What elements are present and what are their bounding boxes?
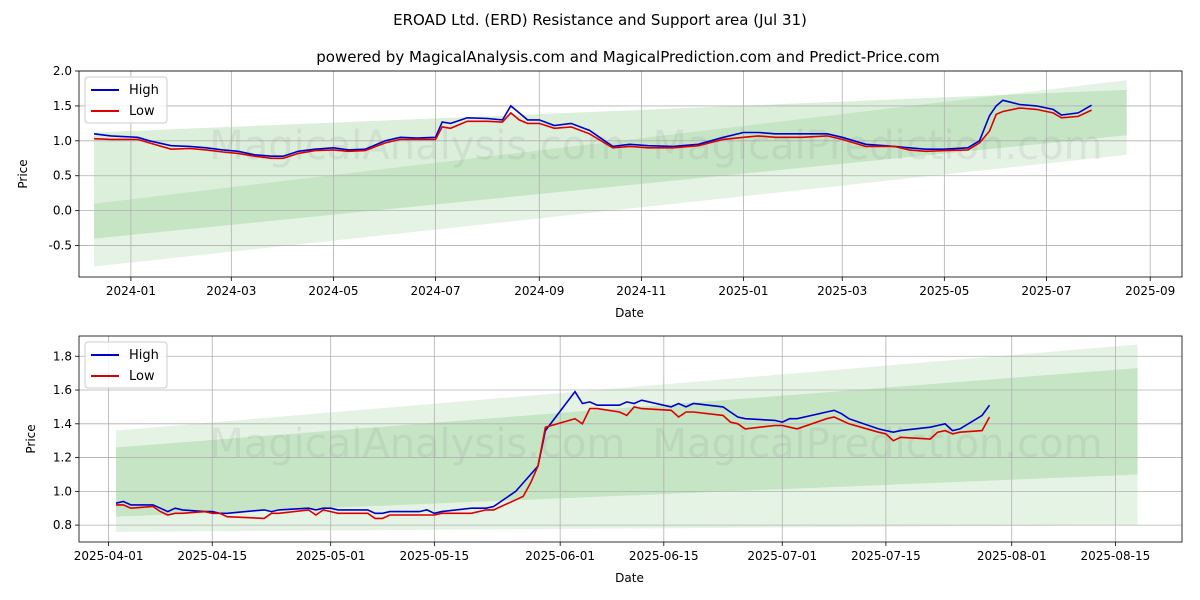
x-tick-label: 2025-04-15 [177, 549, 247, 563]
y-axis-label: Price [24, 424, 38, 453]
chart-subtitle: powered by MagicalAnalysis.com and Magic… [316, 48, 940, 66]
y-axis-label: Price [16, 159, 30, 188]
x-tick-label: 2025-07 [1021, 284, 1071, 298]
y-tick-label: 0.5 [53, 169, 72, 183]
y-tick-label: 0.0 [53, 204, 72, 218]
axes-frame [78, 335, 1183, 543]
legend-label: Low [129, 104, 155, 119]
watermark: MagicalAnalysis.com [209, 123, 625, 169]
x-tick-label: 2025-08-01 [977, 549, 1047, 563]
x-tick-label: 2024-11 [616, 284, 666, 298]
x-axis-label: Date [615, 306, 644, 320]
x-tick-label: 2025-06-15 [629, 549, 699, 563]
y-tick-label: 1.4 [53, 417, 72, 431]
x-tick-label: 2024-01 [106, 284, 156, 298]
x-tick-label: 2025-08-15 [1081, 549, 1151, 563]
x-tick-label: 2025-04-01 [74, 549, 144, 563]
x-tick-label: 2024-05 [308, 284, 358, 298]
x-tick-label: 2025-03 [817, 284, 867, 298]
series-line-low [116, 406, 991, 520]
y-tick-label: 1.5 [53, 99, 72, 113]
legend-label: Low [129, 369, 155, 384]
series-line-high [94, 99, 1092, 157]
band-1 [94, 89, 1127, 239]
x-tick-label: 2024-07 [410, 284, 460, 298]
y-tick-label: 1.0 [53, 134, 72, 148]
legend-label: High [129, 83, 159, 98]
x-axis-label: Date [615, 571, 644, 585]
bottom-panel: 2025-04-01 2025-04-15 2025-05-01 2025-05-15… [24, 335, 1183, 585]
x-tick-label: 2025-06-01 [525, 549, 595, 563]
series-line-low [94, 107, 1092, 160]
band-0 [116, 344, 1138, 532]
x-tick-label: 2024-09 [514, 284, 564, 298]
y-tick-label: 1.2 [53, 451, 72, 465]
band-1 [116, 368, 1138, 517]
y-tick-label: 0.8 [53, 518, 72, 532]
x-tick-label: 2025-07-15 [851, 549, 921, 563]
x-tick-label: 2025-09 [1125, 284, 1175, 298]
axes-frame [78, 70, 1183, 278]
legend-label: High [129, 348, 159, 363]
y-tick-label: 1.8 [53, 349, 72, 363]
watermark: MagicalAnalysis.com [209, 421, 625, 467]
y-tick-label: -0.5 [49, 239, 72, 253]
y-tick-label: 1.6 [53, 383, 72, 397]
x-tick-label: 2025-05-01 [296, 549, 366, 563]
y-tick-label: 1.0 [53, 484, 72, 498]
top-panel: 2024-01 2024-03 2024-05 2024-07 2024-09 2024-… [16, 64, 1183, 320]
x-tick-label: 2025-07-01 [747, 549, 817, 563]
x-tick-label: 2024-03 [206, 284, 256, 298]
x-tick-label: 2025-05 [919, 284, 969, 298]
chart-title: EROAD Ltd. (ERD) Resistance and Support … [393, 11, 807, 29]
x-tick-label: 2025-01 [718, 284, 768, 298]
y-tick-label: 2.0 [53, 64, 72, 78]
band-0 [94, 80, 1127, 267]
x-tick-label: 2025-05-15 [399, 549, 469, 563]
